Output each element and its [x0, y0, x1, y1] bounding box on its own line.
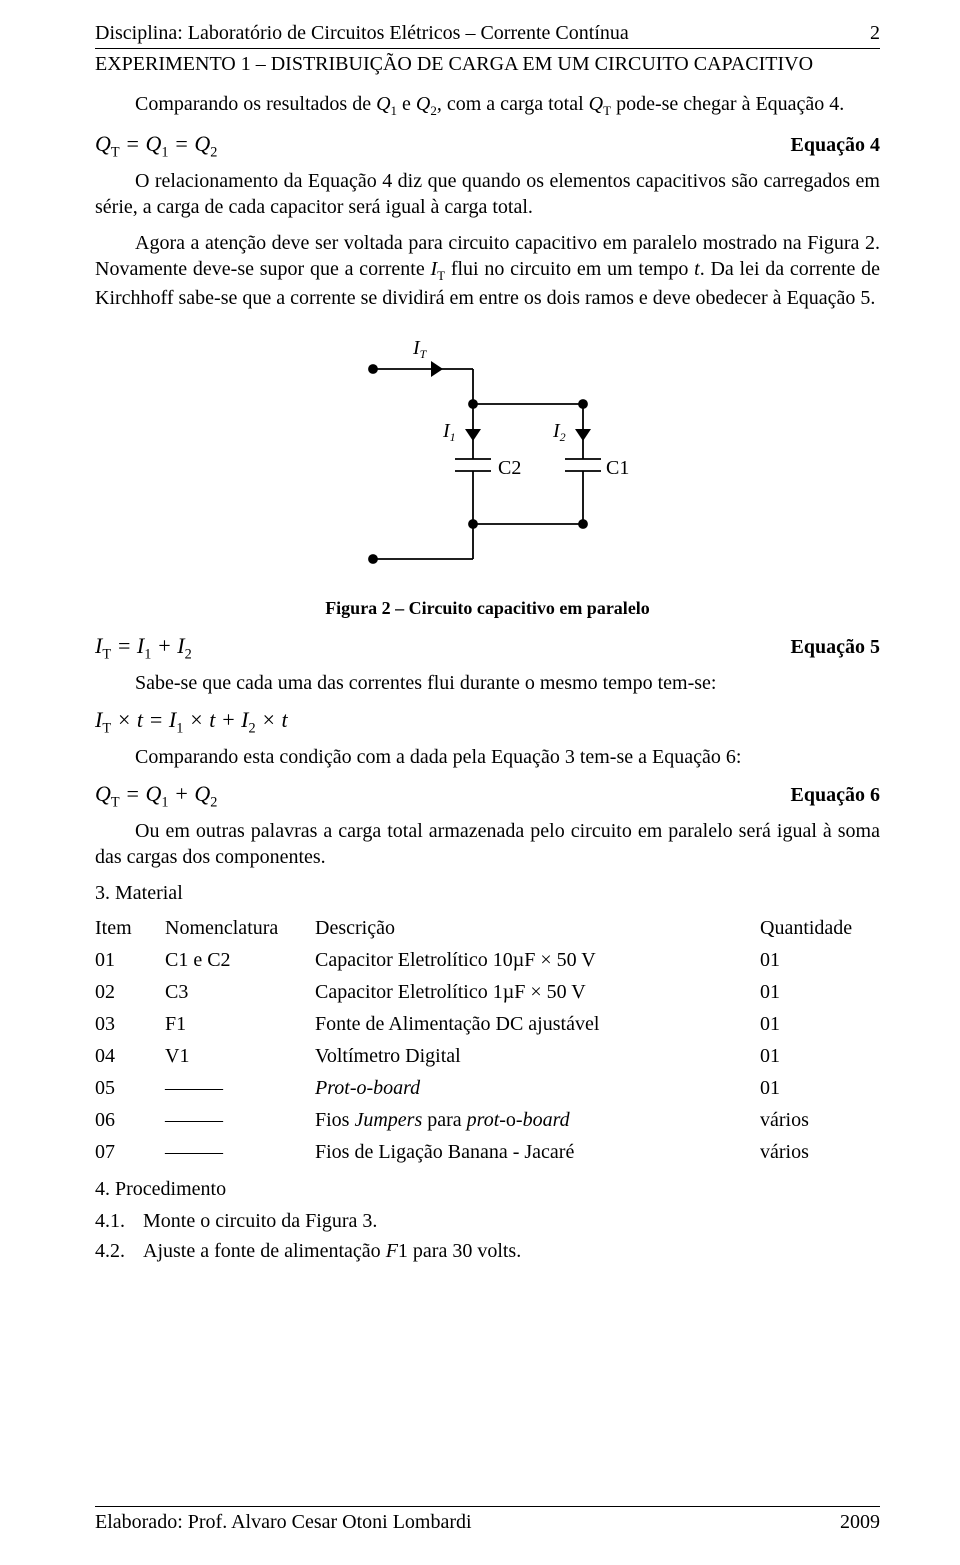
col-nom: Nomenclatura — [165, 912, 315, 944]
table-row: 06———Fios Jumpers para prot-o-boardvário… — [95, 1104, 880, 1136]
equation-5-row: IT = I1 + I2 Equação 5 — [95, 632, 880, 664]
header-line: Disciplina: Laboratório de Circuitos Elé… — [95, 20, 880, 49]
table-row: 04V1Voltímetro Digital01 — [95, 1040, 880, 1072]
table-row: 01C1 e C2Capacitor Eletrolítico 10µF × 5… — [95, 944, 880, 976]
header-course: Disciplina: Laboratório de Circuitos Elé… — [95, 20, 629, 46]
table-row: 03F1Fonte de Alimentação DC ajustável01 — [95, 1008, 880, 1040]
procedure-item: 4.2.Ajuste a fonte de alimentação F1 par… — [95, 1238, 880, 1264]
header-experiment: EXPERIMENTO 1 – DISTRIBUIÇÃO DE CARGA EM… — [95, 51, 880, 77]
section-procedure-title: 4. Procedimento — [95, 1176, 880, 1202]
materials-table: Item Nomenclatura Descrição Quantidade 0… — [95, 912, 880, 1168]
paragraph-6: Ou em outras palavras a carga total arma… — [95, 818, 880, 870]
equation-5-label: Equação 5 — [791, 634, 880, 660]
table-header-row: Item Nomenclatura Descrição Quantidade — [95, 912, 880, 944]
table-row: 02C3Capacitor Eletrolítico 1µF × 50 V01 — [95, 976, 880, 1008]
section-material-title: 3. Material — [95, 880, 880, 906]
footer: Elaborado: Prof. Alvaro Cesar Otoni Lomb… — [95, 1506, 880, 1535]
equation-4: QT = Q1 = Q2 — [95, 130, 217, 162]
paragraph-3: Agora a atenção deve ser voltada para ci… — [95, 230, 880, 311]
col-item: Item — [95, 912, 165, 944]
label-it: IT — [412, 337, 428, 361]
procedure-list: 4.1.Monte o circuito da Figura 3. 4.2.Aju… — [95, 1208, 880, 1264]
equation-4-label: Equação 4 — [791, 132, 880, 158]
label-i2: I2 — [552, 420, 566, 444]
table-row: 07———Fios de Ligação Banana - Jacarévári… — [95, 1136, 880, 1168]
col-desc: Descrição — [315, 912, 760, 944]
figure-2: IT I1 I2 C2 C1 — [95, 329, 880, 589]
footer-year: 2009 — [840, 1509, 880, 1535]
paragraph-2: O relacionamento da Equação 4 diz que qu… — [95, 168, 880, 220]
procedure-item: 4.1.Monte o circuito da Figura 3. — [95, 1208, 880, 1234]
equation-4-row: QT = Q1 = Q2 Equação 4 — [95, 130, 880, 162]
equation-6-label: Equação 6 — [791, 782, 880, 808]
equation-time-row: IT × t = I1 × t + I2 × t — [95, 706, 880, 738]
footer-author: Elaborado: Prof. Alvaro Cesar Otoni Lomb… — [95, 1509, 472, 1535]
circuit-diagram-svg: IT I1 I2 C2 C1 — [343, 329, 633, 589]
label-i1: I1 — [442, 420, 456, 444]
paragraph-5: Comparando esta condição com a dada pela… — [95, 744, 880, 770]
equation-6: QT = Q1 + Q2 — [95, 780, 217, 812]
equation-6-row: QT = Q1 + Q2 Equação 6 — [95, 780, 880, 812]
label-c1: C1 — [606, 457, 629, 479]
paragraph-1: Comparando os resultados de Q1 e Q2, com… — [95, 91, 880, 120]
paragraph-4: Sabe-se que cada uma das correntes flui … — [95, 670, 880, 696]
figure-2-caption: Figura 2 – Circuito capacitivo em parale… — [95, 597, 880, 620]
col-qty: Quantidade — [760, 912, 880, 944]
header-page-number: 2 — [870, 20, 880, 46]
table-row: 05———Prot-o-board01 — [95, 1072, 880, 1104]
label-c2: C2 — [498, 457, 521, 479]
page: Disciplina: Laboratório de Circuitos Elé… — [0, 0, 960, 1565]
equation-5: IT = I1 + I2 — [95, 632, 192, 664]
equation-time: IT × t = I1 × t + I2 × t — [95, 706, 288, 738]
